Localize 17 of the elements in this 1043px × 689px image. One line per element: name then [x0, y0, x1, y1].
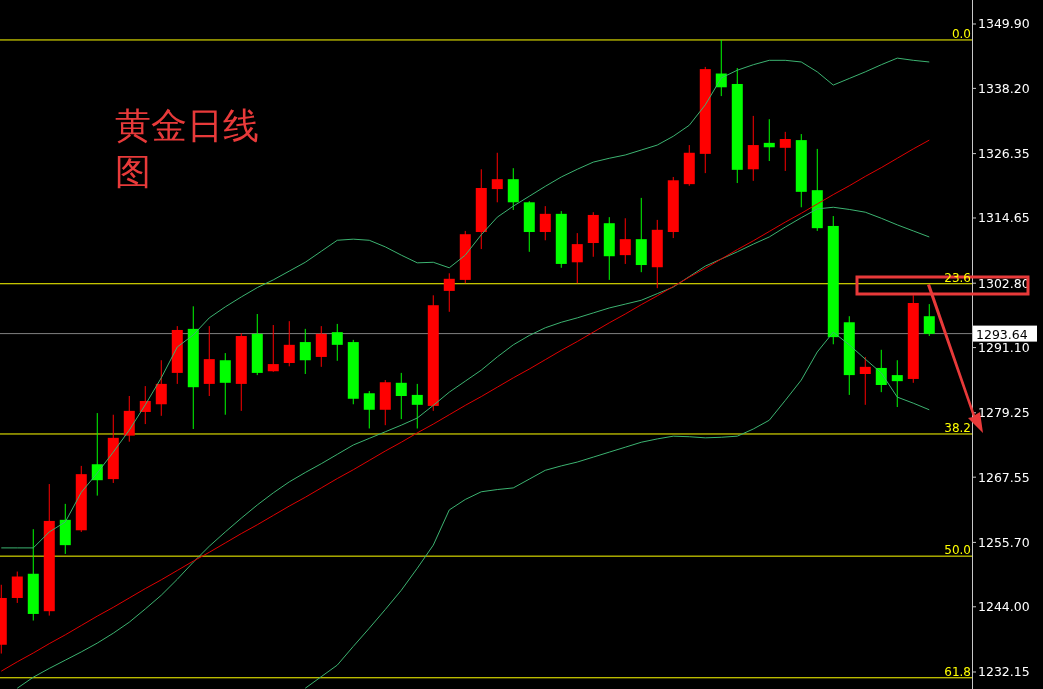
title: 黄金日线图 — [115, 105, 259, 192]
ytick: 1349.90 — [978, 16, 1030, 32]
ytick: 1267.55 — [978, 469, 1030, 485]
fib-label: 38.2 — [944, 421, 971, 435]
ytick: 1244.00 — [978, 599, 1030, 615]
ytick: 1291.10 — [978, 340, 1030, 356]
ytick: 1232.15 — [978, 664, 1030, 680]
ytick: 1338.20 — [978, 80, 1030, 96]
ytick: 1314.65 — [978, 210, 1030, 226]
ytick: 1326.35 — [978, 146, 1030, 162]
ytick: 1255.70 — [978, 534, 1030, 550]
fib-label: 50.0 — [944, 543, 971, 558]
ref-line-label: 1293.64 — [976, 326, 1028, 342]
fib-label: 61.8 — [944, 664, 971, 679]
fib-label: 23.6 — [944, 270, 971, 285]
fib-label: 0.0 — [951, 26, 971, 41]
ytick: 1279.25 — [978, 405, 1030, 421]
